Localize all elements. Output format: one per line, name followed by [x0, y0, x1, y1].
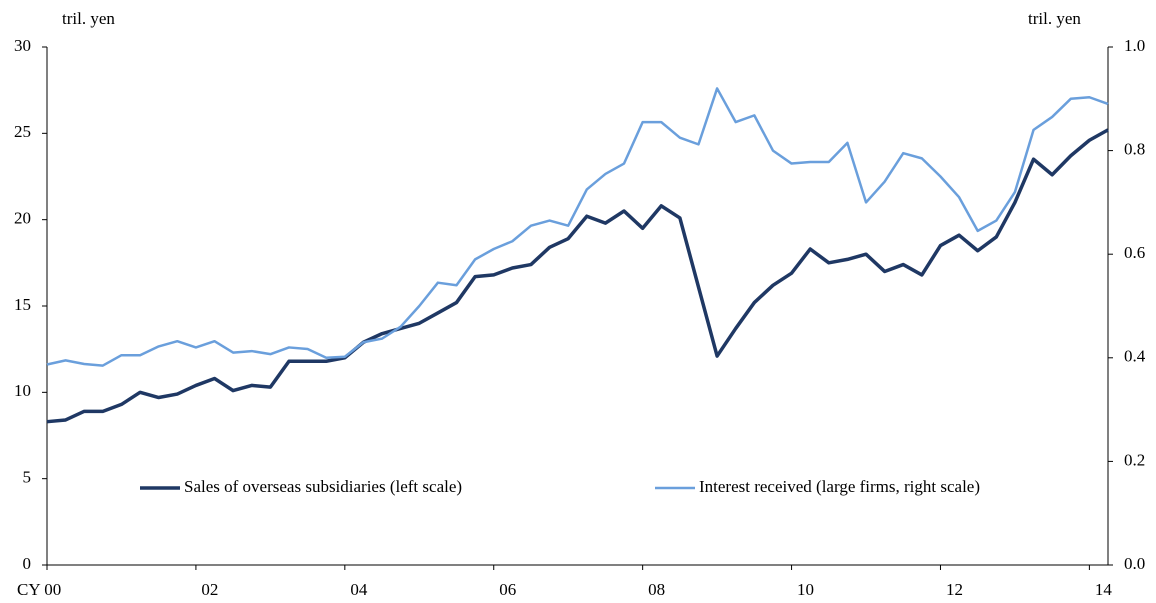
y2-tick-label: 1.0	[1124, 36, 1145, 55]
legend-label: Sales of overseas subsidiaries (left sca…	[184, 477, 462, 496]
y-tick-label: 15	[14, 295, 31, 314]
x-tick-label: 06	[499, 580, 516, 599]
y-tick-label: 30	[14, 36, 31, 55]
y-axis-label: tril. yen	[62, 9, 115, 28]
x-tick-label: CY 00	[17, 580, 61, 599]
y-tick-label: 5	[23, 468, 32, 487]
series-line	[46, 87, 1109, 367]
x-tick-label: 08	[648, 580, 665, 599]
y2-axis-label: tril. yen	[1028, 9, 1081, 28]
y2-tick-label: 0.2	[1124, 450, 1145, 469]
legend-label: Interest received (large firms, right sc…	[699, 477, 980, 496]
series-line	[46, 128, 1109, 424]
x-tick-label: 12	[946, 580, 963, 599]
y2-tick-label: 0.6	[1124, 243, 1145, 262]
y2-tick-label: 0.0	[1124, 554, 1145, 573]
x-tick-label: 04	[350, 580, 368, 599]
y-tick-label: 0	[23, 554, 32, 573]
y2-tick-label: 0.4	[1124, 347, 1146, 366]
x-tick-label: 14	[1095, 580, 1113, 599]
y2-tick-label: 0.8	[1124, 140, 1145, 159]
y-tick-label: 20	[14, 209, 31, 228]
y-tick-label: 10	[14, 381, 31, 400]
x-tick-label: 10	[797, 580, 814, 599]
x-tick-label: 02	[201, 580, 218, 599]
y-tick-label: 25	[14, 122, 31, 141]
